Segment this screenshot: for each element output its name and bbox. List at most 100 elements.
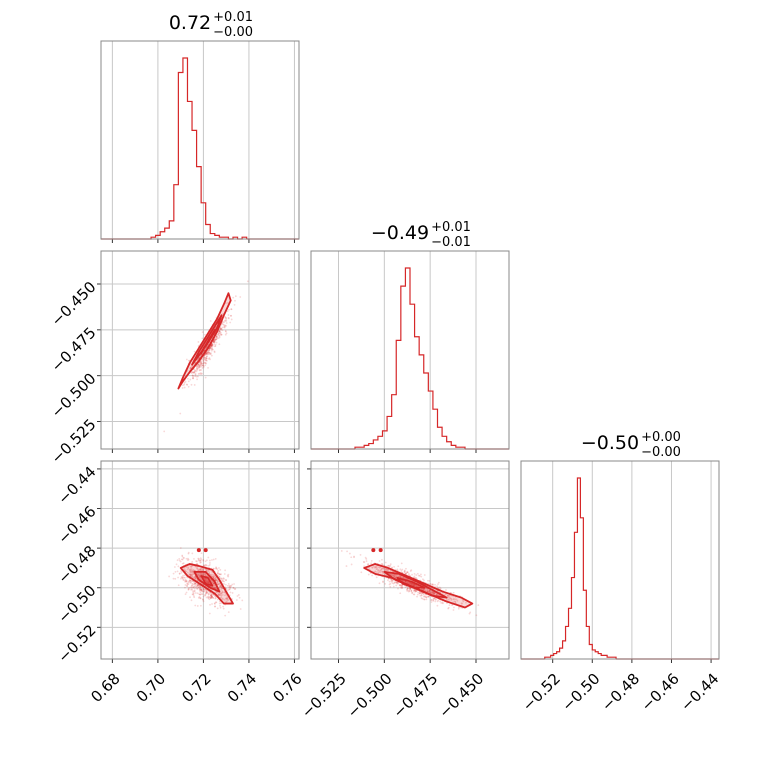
title-lower-error: −0.01 (431, 235, 471, 250)
scatter-point (225, 597, 228, 600)
scatter-point (416, 572, 419, 575)
scatter-point (199, 597, 202, 599)
x-tick-label: 0.68 (87, 670, 123, 706)
scatter-point (186, 568, 189, 571)
scatter-point (212, 558, 215, 561)
scatter-point (189, 579, 192, 582)
scatter-point (208, 347, 211, 350)
scatter-point (224, 315, 227, 318)
scatter-point (190, 372, 193, 375)
scatter-point (425, 596, 428, 599)
scatter-point (199, 561, 201, 564)
scatter-point (200, 363, 203, 365)
scatter-point (220, 594, 223, 597)
scatter-point (184, 579, 187, 582)
scatter-point (220, 328, 223, 331)
scatter-point (416, 593, 419, 596)
scatter-point (197, 568, 199, 571)
scatter-point (200, 363, 203, 366)
scatter-point (423, 579, 425, 582)
scatter-point (200, 588, 203, 591)
scatter-point (213, 602, 216, 605)
scatter-point (401, 587, 404, 589)
scatter-point (210, 345, 213, 347)
scatter-point (406, 590, 409, 592)
scatter-point (172, 577, 175, 580)
scatter-point (187, 380, 190, 383)
scatter-point (203, 588, 206, 591)
scatter-point (353, 556, 355, 559)
scatter-point (202, 564, 205, 567)
scatter-point (215, 335, 218, 338)
scatter-point (188, 586, 191, 589)
scatter-point (204, 573, 206, 576)
scatter-point (209, 353, 212, 356)
scatter-point (196, 566, 198, 569)
scatter-point (431, 583, 434, 586)
scatter-point (423, 593, 425, 596)
scatter-point (229, 591, 232, 594)
scatter-point (225, 332, 228, 335)
scatter-point (208, 351, 210, 354)
scatter-point (200, 593, 203, 595)
x-tick-label: −0.48 (598, 670, 643, 715)
scatter-point (217, 593, 220, 596)
scatter-point (180, 558, 183, 561)
histogram-p2 (544, 477, 617, 659)
scatter-point (187, 581, 190, 584)
scatter-point (212, 340, 215, 343)
scatter-point (194, 582, 197, 585)
scatter-point (189, 378, 192, 381)
scatter-point (175, 563, 178, 566)
scatter-point (209, 592, 212, 594)
scatter-point (363, 565, 365, 568)
scatter-point (220, 333, 223, 336)
scatter-point (197, 572, 200, 575)
scatter-point (400, 562, 403, 565)
scatter-point (190, 574, 193, 577)
scatter-point (426, 590, 429, 593)
scatter-point (413, 593, 416, 596)
scatter-point (386, 569, 389, 571)
scatter-point (202, 358, 205, 361)
scatter-point (221, 594, 224, 596)
scatter-point (413, 589, 415, 592)
scatter-point (381, 567, 384, 570)
scatter-point (198, 364, 201, 367)
scatter-point (194, 576, 196, 578)
scatter-point (183, 576, 185, 579)
scatter-point (206, 581, 208, 583)
scatter-point (391, 580, 394, 582)
scatter-point (207, 351, 210, 354)
scatter-point (208, 572, 211, 574)
scatter-point (437, 586, 439, 589)
scatter-point (404, 569, 406, 572)
scatter-point (211, 345, 214, 348)
scatter-point (381, 570, 384, 573)
scatter-point (198, 584, 201, 587)
scatter-cloud (163, 280, 249, 433)
scatter-point (212, 582, 215, 585)
scatter-point (191, 573, 194, 576)
outlier-point-p2-p0 (196, 548, 201, 553)
scatter-point (393, 575, 396, 578)
scatter-point (216, 583, 219, 586)
scatter-point (194, 575, 197, 578)
scatter-point (196, 583, 198, 586)
scatter-point (217, 333, 220, 335)
scatter-point (193, 589, 196, 592)
scatter-point (404, 586, 407, 589)
scatter-point (198, 572, 201, 575)
scatter-point (180, 577, 182, 580)
scatter-point (192, 586, 195, 589)
scatter-point (225, 579, 227, 581)
scatter-point (226, 574, 229, 577)
scatter-point (184, 584, 187, 586)
scatter-point (432, 584, 434, 587)
scatter-point (190, 599, 193, 602)
scatter-point (191, 570, 194, 572)
scatter-point (225, 317, 228, 319)
scatter-point (189, 579, 192, 582)
scatter-point (213, 576, 215, 578)
scatter-point (378, 582, 381, 585)
